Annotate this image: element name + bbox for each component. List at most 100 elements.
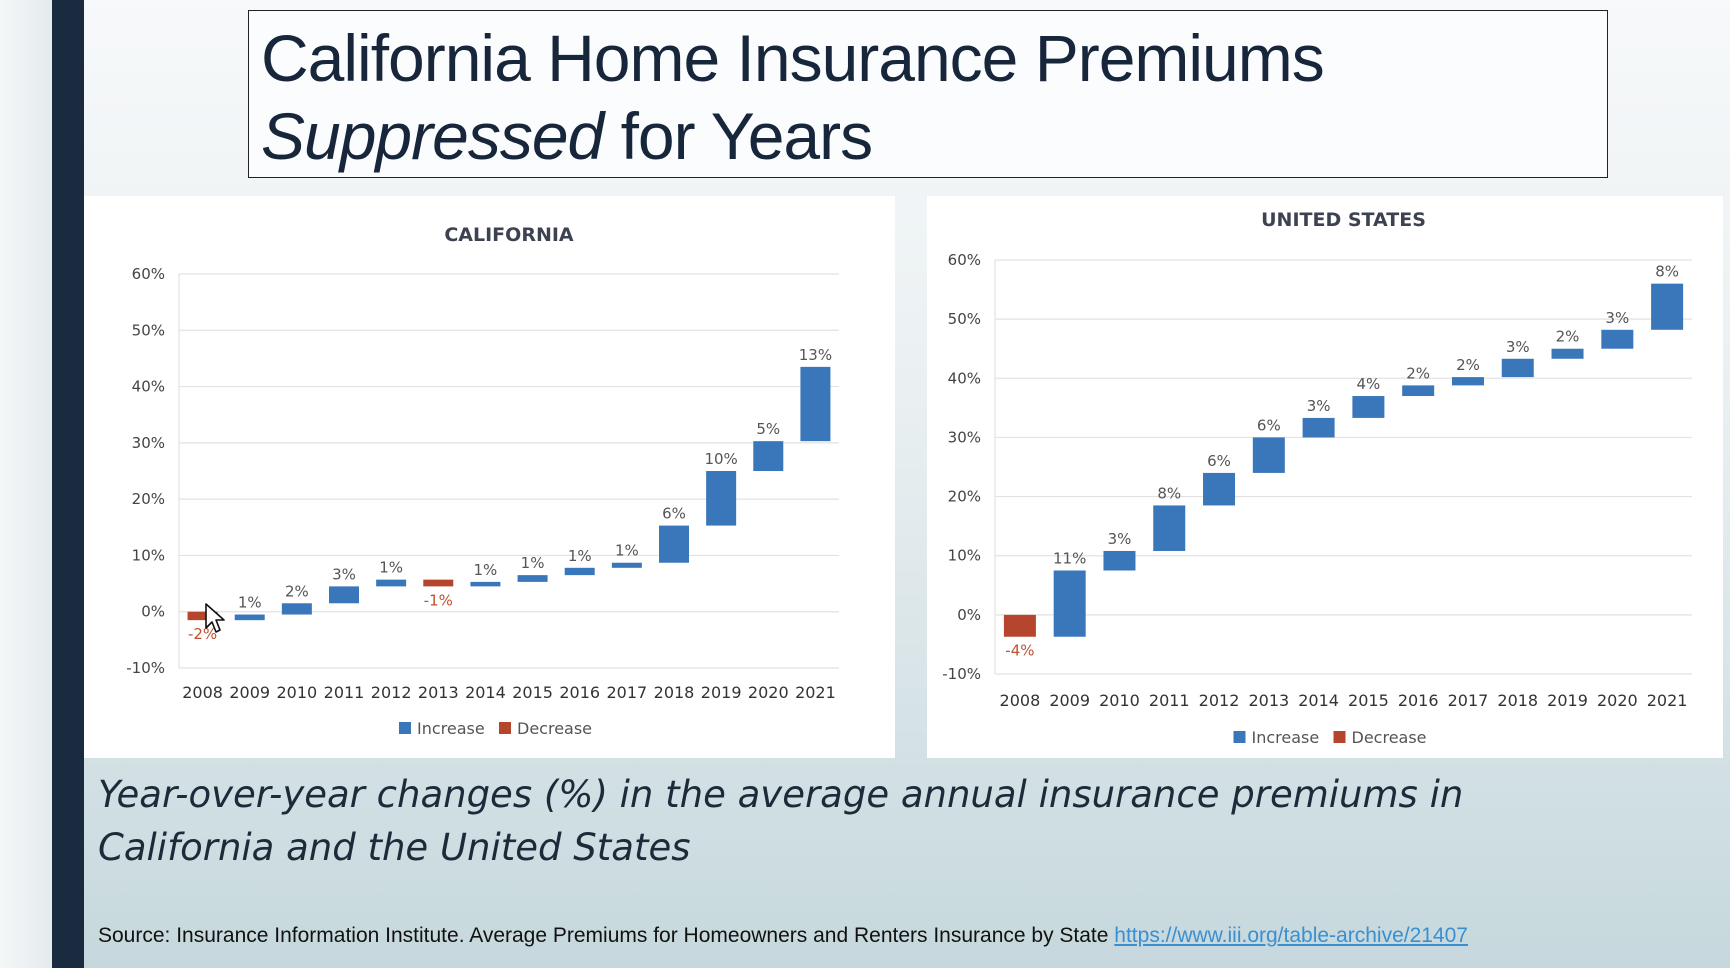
data-label: -2% [188, 625, 217, 643]
waterfall-bar [1302, 417, 1335, 438]
x-tick-label: 2011 [324, 683, 365, 702]
slide-title-line-1: California Home Insurance Premiums [261, 21, 1325, 95]
mouse-pointer-icon [205, 603, 225, 633]
title-emphasis-word: Suppressed [261, 99, 604, 173]
data-label: -4% [1005, 642, 1034, 660]
x-tick-label: 2021 [795, 683, 836, 702]
waterfall-bar [423, 579, 454, 587]
x-tick-label: 2019 [701, 683, 742, 702]
data-label: 2% [1556, 328, 1580, 346]
chart-title: CALIFORNIA [444, 224, 574, 246]
x-tick-label: 2018 [1497, 691, 1538, 710]
y-tick-label: 50% [132, 321, 165, 339]
waterfall-bar [187, 611, 218, 621]
waterfall-bar [1003, 614, 1036, 637]
data-label: 11% [1053, 550, 1086, 568]
waterfall-bar [1352, 396, 1385, 418]
x-tick-label: 2012 [1199, 691, 1240, 710]
y-tick-label: 10% [132, 546, 165, 564]
data-label: 1% [379, 559, 403, 577]
y-tick-label: 40% [948, 369, 981, 387]
data-label: 13% [799, 346, 832, 364]
data-label: 8% [1655, 263, 1679, 281]
x-tick-label: 2013 [1248, 691, 1289, 710]
waterfall-bar [1252, 437, 1285, 473]
y-tick-label: -10% [126, 659, 165, 677]
data-label: 3% [332, 565, 356, 583]
waterfall-bar [659, 525, 689, 563]
data-label: 1% [521, 554, 545, 572]
x-tick-label: 2016 [559, 683, 600, 702]
x-tick-label: 2018 [654, 683, 695, 702]
x-tick-label: 2014 [1298, 691, 1339, 710]
waterfall-bar [611, 562, 642, 568]
waterfall-bar [1103, 550, 1136, 571]
data-label: -1% [424, 591, 453, 609]
x-tick-label: 2021 [1647, 691, 1688, 710]
california-chart: CALIFORNIA -10% 0% 10% 20% 30% 40% 50% 60% -2% 200… [126, 224, 839, 738]
data-label: 10% [704, 450, 737, 468]
left-margin-strip [0, 0, 52, 968]
x-tick-label: 2009 [229, 683, 270, 702]
data-label: 3% [1506, 338, 1530, 356]
chart-title: UNITED STATES [1261, 209, 1426, 231]
x-tick-label: 2009 [1049, 691, 1090, 710]
legend-label-increase: Increase [1252, 728, 1320, 747]
y-tick-label: 0% [957, 606, 981, 624]
data-label: 3% [1307, 397, 1331, 415]
waterfall-bar [234, 614, 265, 621]
legend-swatch-increase [1233, 731, 1246, 743]
data-label: 6% [1257, 416, 1281, 434]
waterfall-bar [1601, 329, 1634, 349]
data-label: 2% [1406, 364, 1430, 382]
source-link[interactable]: https://www.iii.org/table-archive/21407 [1114, 924, 1468, 947]
x-tick-label: 2008 [1000, 691, 1041, 710]
united-states-chart: UNITED STATES -10% 0% 10% 20% 30% 40% 50% 60% -4%… [942, 209, 1692, 747]
waterfall-bar [470, 581, 501, 587]
slide-title-line-2: Suppressed for Years [261, 97, 1595, 175]
y-tick-label: 60% [132, 265, 165, 283]
x-tick-label: 2010 [1099, 691, 1140, 710]
x-tick-label: 2019 [1547, 691, 1588, 710]
waterfall-bar [1153, 505, 1186, 551]
california-chart-panel: CALIFORNIA -10% 0% 10% 20% 30% 40% 50% 60% -2% 200… [84, 196, 895, 758]
waterfall-bar [1451, 377, 1484, 386]
x-tick-label: 2008 [182, 683, 223, 702]
title-rest: for Years [603, 99, 874, 173]
data-label: 3% [1108, 530, 1132, 548]
x-tick-label: 2020 [1597, 691, 1638, 710]
x-tick-label: 2015 [512, 683, 553, 702]
legend-swatch-decrease [499, 722, 511, 734]
source-text: Source: Insurance Information Institute.… [98, 924, 1115, 947]
source-citation: Source: Insurance Information Institute.… [98, 924, 1468, 948]
slide-caption: Year-over-year changes (%) in the averag… [98, 773, 1464, 869]
slide-title-box: California Home Insurance Premiums Suppr… [248, 10, 1608, 178]
data-label: 6% [662, 505, 686, 523]
data-label: 1% [238, 594, 262, 612]
data-label: 3% [1605, 309, 1629, 327]
waterfall-bar [706, 471, 737, 526]
y-tick-label: 50% [948, 310, 981, 328]
x-tick-label: 2011 [1149, 691, 1190, 710]
data-label: 6% [1207, 452, 1231, 470]
waterfall-bar [1551, 348, 1584, 359]
united-states-chart-panel: UNITED STATES -10% 0% 10% 20% 30% 40% 50% 60% -4%… [927, 196, 1723, 758]
y-tick-label: -10% [942, 665, 981, 683]
waterfall-bar [1651, 283, 1684, 330]
y-tick-label: 20% [948, 488, 981, 506]
x-tick-label: 2017 [1448, 691, 1489, 710]
data-label: 2% [1456, 356, 1480, 374]
x-tick-label: 2014 [465, 683, 506, 702]
data-label: 2% [285, 582, 309, 600]
x-tick-label: 2012 [371, 683, 412, 702]
waterfall-bar [1402, 385, 1435, 397]
data-label: 1% [615, 542, 639, 560]
waterfall-bar [1203, 472, 1236, 506]
data-label: 1% [568, 547, 592, 565]
x-tick-label: 2020 [748, 683, 789, 702]
data-label: 5% [756, 420, 780, 438]
legend-label-decrease: Decrease [517, 719, 592, 738]
y-tick-label: 20% [132, 490, 165, 508]
x-tick-label: 2010 [276, 683, 317, 702]
data-label: 8% [1157, 484, 1181, 502]
